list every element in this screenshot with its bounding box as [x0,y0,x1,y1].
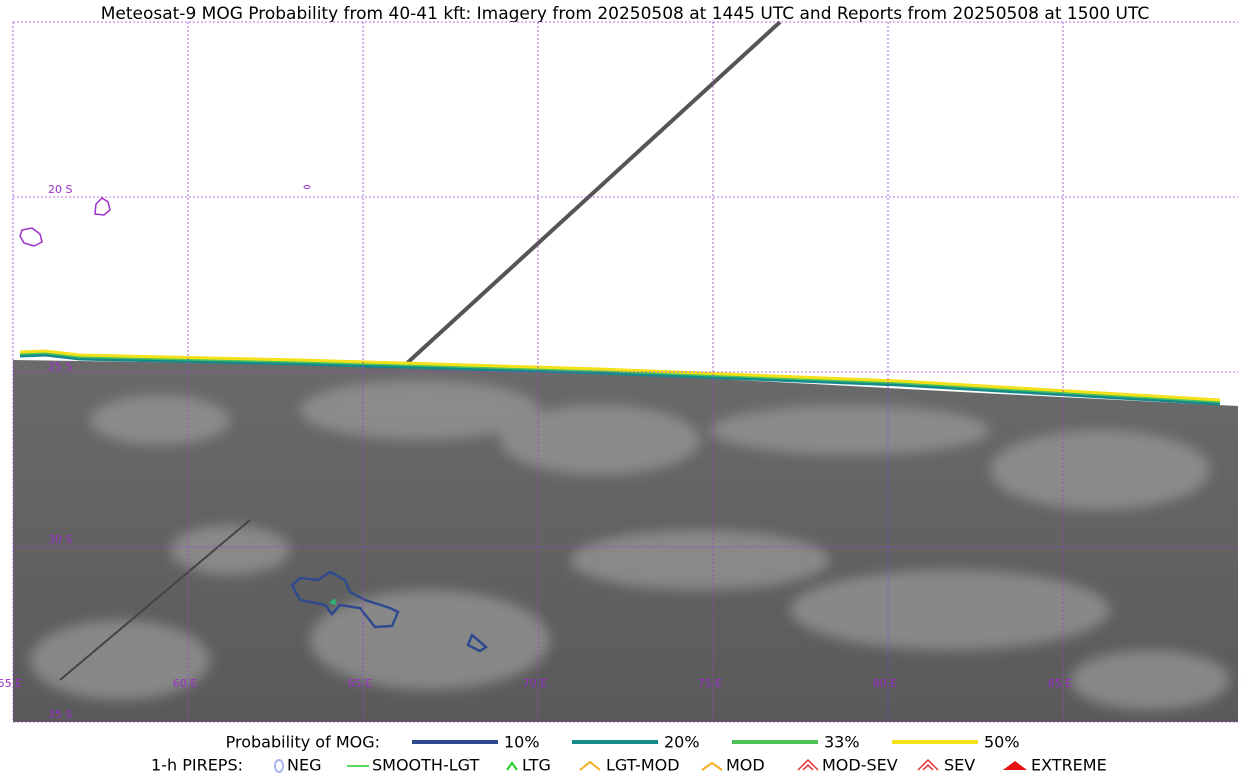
legend-label: 33% [824,733,860,752]
pirep-icon [579,760,601,771]
lon-label: 85 E [1048,677,1072,690]
legend-label: LTG [522,756,551,775]
lat-label: 30 S [48,533,72,546]
legend-label: SMOOTH-LGT [372,756,479,775]
legend-label: LGT-MOD [606,756,680,775]
pirep-icon [1003,761,1027,770]
lon-label: 55 E [0,677,22,690]
legend-label: EXTREME [1031,756,1107,775]
map: 20 S 25 S 30 S 35 S 55 E 60 E 65 E 70 E 75 E 80 E… [0,20,1238,723]
lat-label: 25 S [48,360,72,373]
lon-label: 65 E [348,677,372,690]
legend-title: Probability of MOG: [226,733,380,752]
pirep-icon [274,759,284,773]
pirep-icon [917,758,939,771]
lat-label: 20 S [48,183,72,196]
lat-label: 35 S [48,708,72,721]
title: Meteosat-9 MOG Probability from 40-41 kf… [101,4,1150,24]
pirep-icon [506,761,518,771]
legend-title: 1-h PIREPS: [151,756,243,775]
pirep-icon [701,761,723,771]
lon-label: 70 E [523,677,547,690]
legend-label: MOD-SEV [822,756,898,775]
lon-label: 80 E [873,677,897,690]
legend-label: SEV [944,756,975,775]
legend-label: 50% [984,733,1020,752]
pirep-icon [797,758,819,771]
lon-label: 60 E [173,677,197,690]
legend-label: NEG [287,756,321,775]
legend-label: 20% [664,733,700,752]
legend: Probability of MOG: 10% 20% 33% 50% 1-h PIREP… [151,733,1107,775]
legend-label: 10% [504,733,540,752]
lon-label: 75 E [698,677,722,690]
legend-label: MOD [726,756,765,775]
